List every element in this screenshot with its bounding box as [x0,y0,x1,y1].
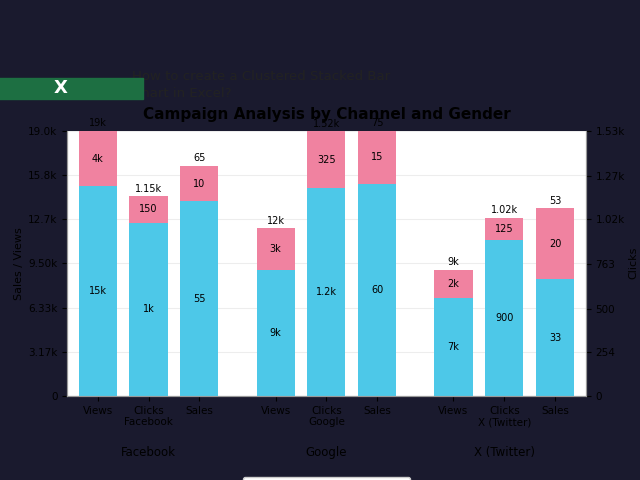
Text: 9k: 9k [269,328,282,338]
Text: 125: 125 [495,224,513,234]
Bar [485,218,524,240]
Text: 325: 325 [317,155,336,165]
Bar [358,184,396,396]
Bar [129,196,168,223]
Text: 7k: 7k [447,342,460,352]
Bar [485,240,524,396]
Text: 2k: 2k [447,279,460,289]
Text: 20: 20 [549,239,561,249]
Text: 3k: 3k [269,244,282,254]
Text: 15: 15 [371,152,383,162]
Y-axis label: Sales / Views: Sales / Views [14,227,24,300]
Bar [307,132,346,188]
Text: X (Twitter): X (Twitter) [474,445,535,458]
Y-axis label: Clicks: Clicks [629,247,639,279]
Bar [79,186,116,396]
Text: 1.52k: 1.52k [313,119,340,129]
Bar [257,270,294,396]
Bar [435,270,472,298]
Bar [129,223,168,396]
Text: 65: 65 [193,153,205,163]
Text: Facebook: Facebook [121,445,176,458]
Bar [307,188,346,396]
Text: 33: 33 [549,333,561,343]
Text: Google: Google [306,445,347,458]
Text: How to create a Clustered Stacked Bar
Chart in Excel?: How to create a Clustered Stacked Bar Ch… [132,70,390,99]
Text: 15k: 15k [89,286,107,296]
Bar [180,201,218,396]
Text: 19k: 19k [89,118,107,128]
Text: 9k: 9k [447,257,460,267]
Text: 60: 60 [371,285,383,295]
Text: 12k: 12k [267,216,285,226]
Text: 900: 900 [495,313,513,323]
Bar [180,166,218,201]
Text: 55: 55 [193,294,205,304]
Bar [79,131,116,186]
Text: 10: 10 [193,179,205,189]
Bar [435,298,472,396]
Text: 4k: 4k [92,154,104,164]
Text: 53: 53 [549,195,561,205]
Text: 1.2k: 1.2k [316,287,337,297]
Bar [536,279,574,396]
Text: 150: 150 [140,204,158,215]
Text: 75: 75 [371,118,383,128]
Bar [257,228,294,270]
Text: 1.02k: 1.02k [491,205,518,216]
Bar [0,78,143,99]
Bar [536,208,574,279]
Title: Campaign Analysis by Channel and Gender: Campaign Analysis by Channel and Gender [143,108,510,122]
Text: 1k: 1k [143,304,154,314]
Text: 1.15k: 1.15k [135,184,162,193]
Bar [358,131,396,184]
Legend: Male, Female: Male, Female [243,477,410,480]
Text: X: X [54,79,68,97]
